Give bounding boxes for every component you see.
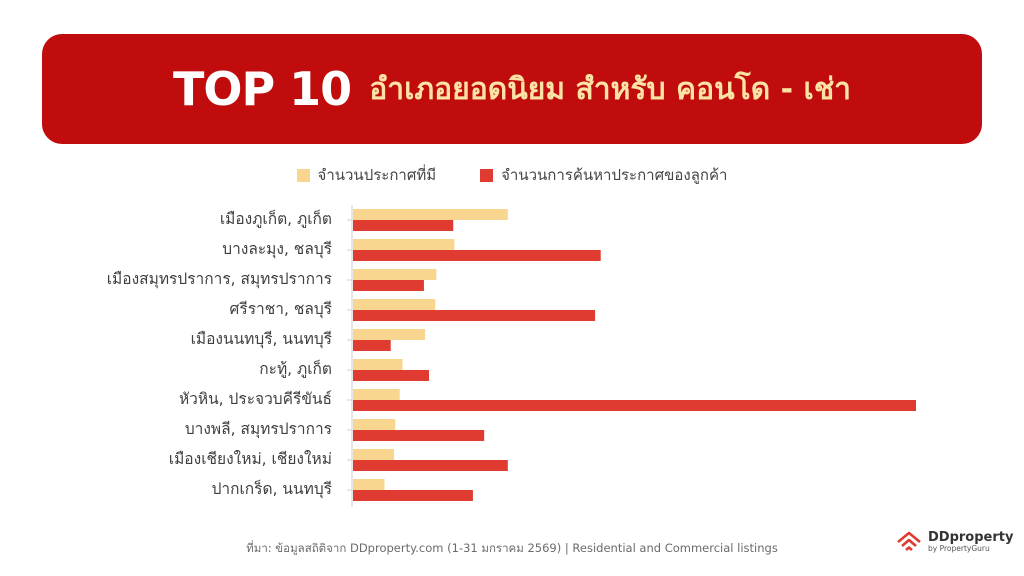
banner-subtitle: อำเภอยอดนิยม สำหรับ คอนโด - เช่า — [369, 71, 852, 107]
bar-searches — [353, 430, 485, 441]
bar-searches — [353, 340, 391, 351]
bar-listings — [353, 329, 426, 340]
logo-wordmark: DDproperty — [928, 530, 1014, 546]
title-banner: TOP 10 อำเภอยอดนิยม สำหรับ คอนโด - เช่า — [42, 34, 982, 144]
bar-searches — [353, 460, 508, 471]
ddproperty-house-logo-icon — [897, 531, 921, 551]
bar-listings — [353, 479, 385, 490]
bar-listings — [353, 449, 395, 460]
category-label: บางพลี, สมุทรปราการ — [185, 420, 332, 439]
source-note: ที่มา: ข้อมูลสถิติจาก DDproperty.com (1-… — [246, 541, 778, 555]
category-label: เมืองเชียงใหม่, เชียงใหม่ — [169, 450, 332, 468]
bar-searches — [353, 280, 424, 291]
bar-searches — [353, 490, 473, 501]
banner-top-text: TOP 10 — [172, 62, 352, 116]
bar-listings — [353, 359, 403, 370]
chart-legend: จำนวนประกาศที่มี จำนวนการค้นหาประกาศของล… — [0, 163, 1024, 187]
category-label: เมืองนนทบุรี, นนทบุรี — [191, 330, 332, 349]
bar-listings — [353, 419, 396, 430]
category-label: เมืองสมุทรปราการ, สมุทรปราการ — [107, 270, 332, 289]
category-label: ปากเกร็ด, นนทบุรี — [212, 479, 332, 499]
legend-swatch-listings — [296, 168, 310, 182]
legend-label-listings: จำนวนประกาศที่มี — [317, 166, 437, 184]
legend-item-searches: จำนวนการค้นหาประกาศของลูกค้า — [480, 163, 727, 187]
bar-listings — [353, 269, 437, 280]
bar-searches — [353, 370, 430, 381]
category-label: หัวหิน, ประจวบคีรีขันธ์ — [179, 390, 332, 408]
bar-searches — [353, 310, 596, 321]
bar-searches — [353, 400, 916, 411]
bar-listings — [353, 209, 508, 220]
category-label: กะทู้, ภูเก็ต — [259, 359, 332, 379]
ddproperty-logo: DDproperty by PropertyGuru — [896, 530, 1013, 554]
bar-listings — [353, 299, 436, 310]
legend-label-searches: จำนวนการค้นหาประกาศของลูกค้า — [501, 166, 728, 184]
legend-item-listings: จำนวนประกาศที่มี — [296, 163, 437, 187]
logo-byline: by PropertyGuru — [928, 543, 990, 553]
bar-listings — [353, 389, 400, 400]
bar-searches — [353, 220, 454, 231]
category-label: ศรีราชา, ชลบุรี — [230, 300, 332, 319]
category-label: บางละมุง, ชลบุรี — [222, 240, 332, 259]
legend-swatch-searches — [480, 168, 494, 182]
bar-listings — [353, 239, 455, 250]
bar-searches — [353, 250, 601, 261]
category-label: เมืองภูเก็ต, ภูเก็ต — [220, 209, 332, 229]
